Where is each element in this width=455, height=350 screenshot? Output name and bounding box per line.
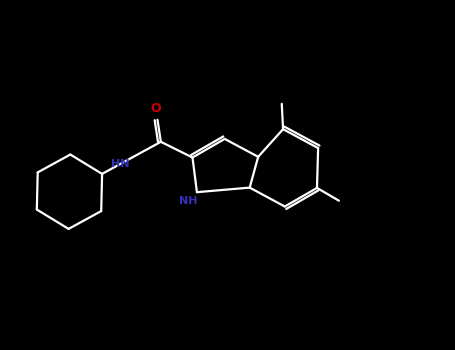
Text: NH: NH: [179, 196, 197, 205]
Text: HN: HN: [111, 159, 130, 169]
Text: O: O: [151, 103, 161, 116]
